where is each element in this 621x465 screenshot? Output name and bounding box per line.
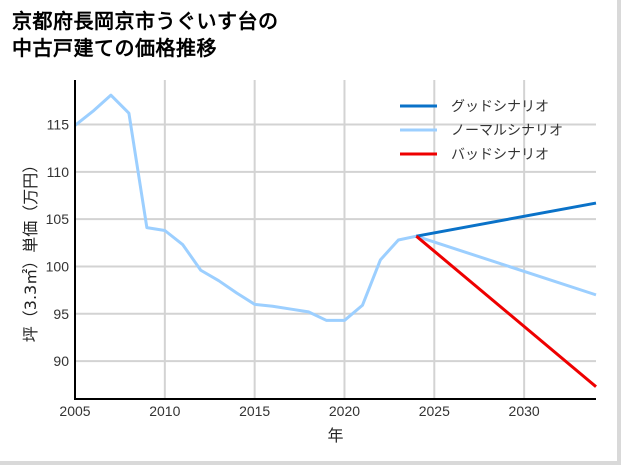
x-tick-label: 2010 bbox=[149, 403, 180, 419]
y-tick-label: 105 bbox=[46, 211, 70, 227]
series-line bbox=[74, 93, 597, 322]
legend-label: バッドシナリオ bbox=[451, 147, 549, 163]
title-line-1: 京都府長岡京市うぐいす台の bbox=[12, 9, 279, 33]
series-line bbox=[416, 201, 597, 238]
series-line bbox=[415, 235, 597, 388]
x-axis-label: 年 bbox=[327, 426, 343, 445]
chart-title: 京都府長岡京市うぐいす台の 中古戸建ての価格推移 bbox=[12, 8, 279, 62]
y-tick-label: 90 bbox=[53, 353, 69, 369]
y-tick-label: 100 bbox=[46, 258, 70, 274]
legend-label: グッドシナリオ bbox=[451, 99, 549, 115]
x-tick-label: 2030 bbox=[509, 403, 540, 419]
x-tick-label: 2015 bbox=[239, 403, 270, 419]
x-tick-label: 2025 bbox=[419, 403, 450, 419]
x-tick-label: 2020 bbox=[329, 403, 360, 419]
x-tick-label: 2005 bbox=[59, 403, 90, 419]
legend-label: ノーマルシナリオ bbox=[451, 123, 563, 139]
title-line-2: 中古戸建ての価格推移 bbox=[12, 36, 217, 60]
y-tick-label: 110 bbox=[47, 164, 70, 180]
y-tick-label: 115 bbox=[47, 116, 70, 132]
y-tick-label: 95 bbox=[53, 306, 69, 322]
y-axis-label: 坪（3.3㎡）単価（万円） bbox=[21, 157, 40, 342]
